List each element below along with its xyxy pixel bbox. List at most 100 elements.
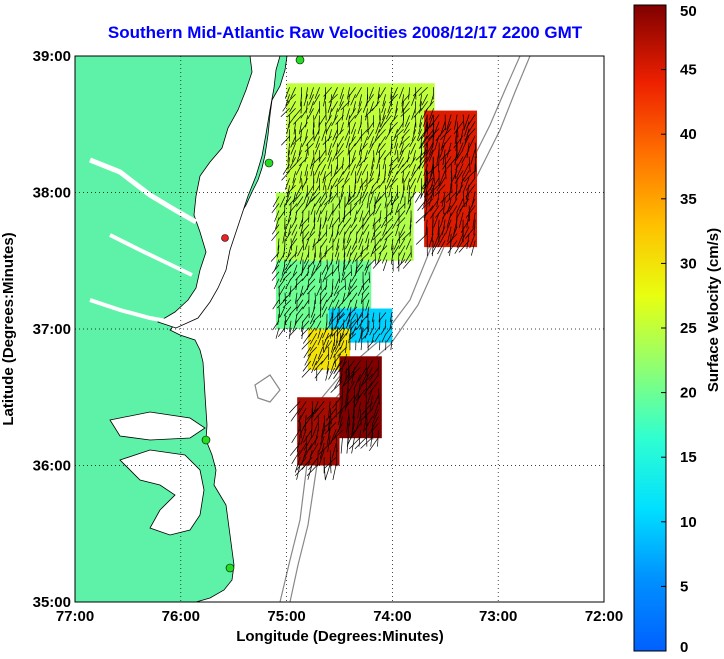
velocity-arrow <box>284 252 292 263</box>
velocity-arrow <box>440 128 452 141</box>
velocity-arrow <box>331 178 338 189</box>
velocity-arrow <box>454 184 464 199</box>
velocity-arrow <box>304 143 314 153</box>
velocity-arrow <box>423 205 428 221</box>
velocity-arrow <box>307 278 316 288</box>
velocity-arrow <box>296 299 304 310</box>
velocity-arrow <box>399 136 404 148</box>
velocity-arrow <box>456 163 464 178</box>
velocity-arrow <box>303 429 313 443</box>
velocity-arrow <box>325 224 328 237</box>
velocity-arrow <box>375 192 380 204</box>
velocity-arrow <box>429 198 440 212</box>
velocity-arrow <box>332 464 337 480</box>
velocity-arrow <box>308 327 316 338</box>
velocity-arrow <box>338 196 341 209</box>
velocity-arrow <box>420 101 428 112</box>
velocity-arrow <box>382 157 386 170</box>
velocity-arrow <box>332 224 334 237</box>
y-axis-ticks: 35:00 36:00 37:00 38:00 39:00 <box>33 48 71 611</box>
velocity-arrow <box>281 264 286 276</box>
velocity-arrow <box>296 196 304 207</box>
velocity-arrow <box>310 203 316 215</box>
velocity-arrow <box>290 136 296 148</box>
velocity-arrow <box>336 238 340 251</box>
velocity-arrow <box>327 259 334 271</box>
velocity-arrow <box>337 409 343 426</box>
velocity-arrow <box>412 87 422 97</box>
velocity-arrow <box>437 226 446 241</box>
velocity-arrow <box>340 327 346 339</box>
velocity-arrow <box>361 164 368 176</box>
velocity-arrow <box>373 150 375 163</box>
velocity-arrow <box>357 101 362 113</box>
velocity-arrow <box>315 136 320 148</box>
velocity-arrow <box>321 129 326 141</box>
velocity-arrow <box>368 367 379 381</box>
velocity-arrow <box>287 210 292 223</box>
velocity-arrow <box>335 150 344 160</box>
velocity-arrow <box>309 101 314 113</box>
velocity-arrow <box>318 450 325 466</box>
velocity-arrow <box>361 327 364 340</box>
velocity-arrow <box>360 409 373 421</box>
velocity-arrow <box>408 157 416 168</box>
velocity-arrow <box>447 226 452 242</box>
velocity-arrow <box>304 252 310 264</box>
velocity-arrow <box>352 395 361 411</box>
velocity-arrow <box>398 245 406 257</box>
velocity-arrow <box>323 87 332 97</box>
velocity-arrow <box>313 94 320 105</box>
velocity-arrow <box>286 185 290 198</box>
velocity-arrow <box>397 150 399 163</box>
colorbar-tick-label: 15 <box>680 449 697 466</box>
velocity-arrow <box>430 205 440 219</box>
y-axis-label: Latitude (Degrees:Minutes) <box>0 232 17 425</box>
velocity-arrow <box>330 192 338 203</box>
velocity-arrow <box>402 259 412 269</box>
velocity-arrow <box>453 135 464 149</box>
velocity-arrow <box>295 185 302 197</box>
velocity-arrow <box>400 136 410 145</box>
velocity-arrow <box>429 94 434 107</box>
velocity-arrow <box>313 129 315 142</box>
velocity-arrow <box>308 320 316 331</box>
velocity-arrow <box>428 233 434 249</box>
velocity-arrow <box>319 292 322 305</box>
velocity-arrow <box>328 192 332 205</box>
station-marker <box>225 563 235 573</box>
velocity-arrow <box>368 171 374 183</box>
velocity-arrow <box>273 278 280 290</box>
velocity-arrow <box>454 170 464 184</box>
velocity-arrow <box>375 203 382 215</box>
velocity-arrow <box>429 108 434 120</box>
velocity-arrow <box>296 436 301 453</box>
velocity-arrow <box>277 238 280 251</box>
velocity-arrow <box>333 367 342 379</box>
velocity-arrow <box>398 231 400 244</box>
velocity-arrow <box>282 101 290 112</box>
velocity-arrow <box>421 108 428 120</box>
velocity-arrow <box>337 402 349 415</box>
velocity-arrow <box>275 327 280 339</box>
velocity-arrow <box>376 157 380 170</box>
velocity-arrow <box>281 171 290 181</box>
velocity-arrow <box>334 178 344 188</box>
velocity-arrow <box>288 327 292 339</box>
velocity-arrow <box>305 196 310 209</box>
velocity-arrow <box>312 238 322 248</box>
velocity-arrow <box>308 271 316 282</box>
velocity-arrow <box>328 367 336 380</box>
velocity-arrow <box>367 423 379 436</box>
velocity-arrow <box>315 203 322 215</box>
velocity-arrow <box>386 171 392 183</box>
velocity-arrow <box>360 292 364 304</box>
velocity-arrow <box>429 114 440 128</box>
velocity-arrow <box>334 353 336 367</box>
velocity-arrow <box>350 217 358 228</box>
velocity-arrow <box>290 217 298 229</box>
velocity-arrow <box>296 150 302 162</box>
velocity-arrow <box>366 360 368 377</box>
velocity-arrow <box>395 101 398 114</box>
velocity-arrow <box>286 108 296 118</box>
